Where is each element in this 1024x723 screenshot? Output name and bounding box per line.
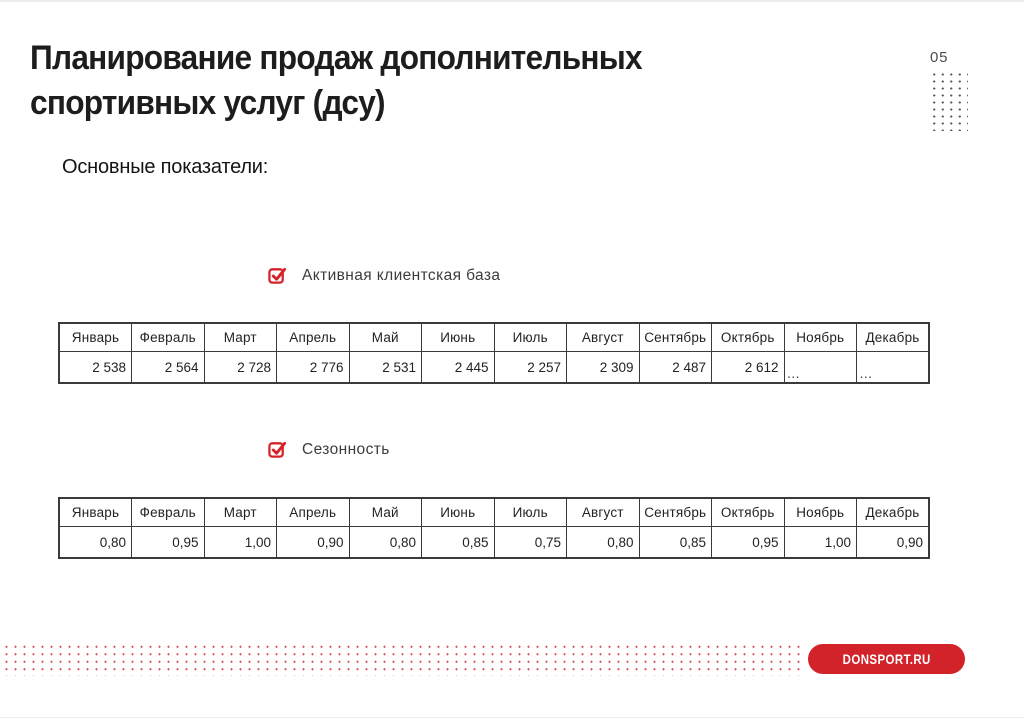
value-cell: 2 445 xyxy=(421,351,495,384)
metric-header-active-client-base: Активная клиентская база xyxy=(268,266,500,285)
value-cell: 2 309 xyxy=(566,351,640,384)
active-client-base-table: Январь Февраль Март Апрель Май Июнь Июль Август… xyxy=(58,322,930,384)
metric-header-seasonality: Сезонность xyxy=(268,440,390,459)
month-header-cell: Январь xyxy=(58,497,132,527)
month-header-cell: Ноябрь xyxy=(783,497,857,527)
value-cell: 0,90 xyxy=(856,526,930,559)
value-cell: … xyxy=(856,351,930,384)
month-header-cell: Март xyxy=(203,497,277,527)
month-header-cell: Ноябрь xyxy=(783,322,857,352)
value-cell: 0,85 xyxy=(421,526,495,559)
value-cell: 2 538 xyxy=(58,351,132,384)
month-header-cell: Апрель xyxy=(276,322,350,352)
page-number: 05 xyxy=(930,49,949,66)
value-cell: 2 728 xyxy=(203,351,277,384)
month-header-cell: Июнь xyxy=(421,322,495,352)
checked-checkbox-icon xyxy=(268,440,287,459)
value-cell: 1,00 xyxy=(783,526,857,559)
month-header-cell: Август xyxy=(566,322,640,352)
month-header-cell: Июнь xyxy=(421,497,495,527)
value-cell: 0,90 xyxy=(276,526,350,559)
value-cell: 2 487 xyxy=(638,351,712,384)
footer-dots-pattern xyxy=(0,641,806,676)
month-header-cell: Июль xyxy=(493,497,567,527)
value-cell: 0,75 xyxy=(493,526,567,559)
site-url-label: DONSPORT.RU xyxy=(842,651,931,667)
value-cell: 0,95 xyxy=(131,526,205,559)
month-header-cell: Июль xyxy=(493,322,567,352)
slide-title-line-1: Планирование продаж дополнительных xyxy=(30,39,643,77)
value-cell: 2 257 xyxy=(493,351,567,384)
checked-checkbox-icon xyxy=(268,266,287,285)
month-header-cell: Февраль xyxy=(131,322,205,352)
month-header-cell: Май xyxy=(348,322,422,352)
value-cell: 0,95 xyxy=(711,526,785,559)
month-header-cell: Апрель xyxy=(276,497,350,527)
month-header-cell: Февраль xyxy=(131,497,205,527)
month-header-cell: Март xyxy=(203,322,277,352)
bottom-edge-divider xyxy=(0,717,1024,718)
month-header-cell: Август xyxy=(566,497,640,527)
value-cell: 2 612 xyxy=(711,351,785,384)
value-cell: 2 776 xyxy=(276,351,350,384)
value-cell: … xyxy=(783,351,857,384)
top-edge-divider xyxy=(0,0,1024,2)
seasonality-table: Январь Февраль Март Апрель Май Июнь Июль Август… xyxy=(58,497,930,559)
value-cell: 0,80 xyxy=(566,526,640,559)
month-header-cell: Декабрь xyxy=(856,322,930,352)
value-cell: 0,80 xyxy=(58,526,132,559)
value-cell: 2 564 xyxy=(131,351,205,384)
value-cell: 2 531 xyxy=(348,351,422,384)
month-header-cell: Январь xyxy=(58,322,132,352)
slide-title: Планирование продаж дополнительных спорт… xyxy=(30,36,643,126)
month-header-cell: Сентябрь xyxy=(638,322,712,352)
slide-title-line-2: спортивных услуг (дсу) xyxy=(30,84,386,122)
site-url-badge[interactable]: DONSPORT.RU xyxy=(808,644,965,674)
value-cell: 0,85 xyxy=(638,526,712,559)
month-header-cell: Октябрь xyxy=(711,497,785,527)
month-header-cell: Сентябрь xyxy=(638,497,712,527)
value-cell: 0,80 xyxy=(348,526,422,559)
metric-label: Сезонность xyxy=(302,440,390,458)
metric-label: Активная клиентская база xyxy=(302,266,501,284)
corner-dots-pattern xyxy=(929,70,968,131)
month-header-cell: Октябрь xyxy=(711,322,785,352)
section-heading: Основные показатели: xyxy=(62,156,269,178)
month-header-cell: Май xyxy=(348,497,422,527)
month-header-cell: Декабрь xyxy=(856,497,930,527)
value-cell: 1,00 xyxy=(203,526,277,559)
